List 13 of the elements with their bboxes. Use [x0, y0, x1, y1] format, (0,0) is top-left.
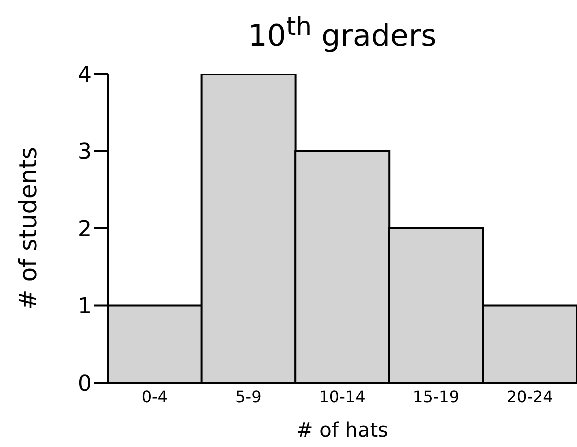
y-tick-label: 2 [78, 217, 92, 242]
y-axis-title: # of students [14, 147, 43, 310]
x-tick-label: 20-24 [506, 387, 554, 406]
x-tick-label: 0-4 [142, 387, 168, 406]
x-axis-title: # of hats [296, 418, 388, 442]
x-tick-label: 5-9 [236, 387, 262, 406]
x-tick-label: 10-14 [319, 387, 366, 406]
y-tick-label: 4 [78, 62, 92, 88]
x-tick-label: 15-19 [413, 387, 460, 406]
y-tick-label: 1 [78, 294, 92, 320]
chart-title: 10$^{th}$ graders [247, 12, 438, 54]
y-tick-label: 3 [78, 140, 92, 166]
y-tick-label: 0 [78, 372, 92, 397]
